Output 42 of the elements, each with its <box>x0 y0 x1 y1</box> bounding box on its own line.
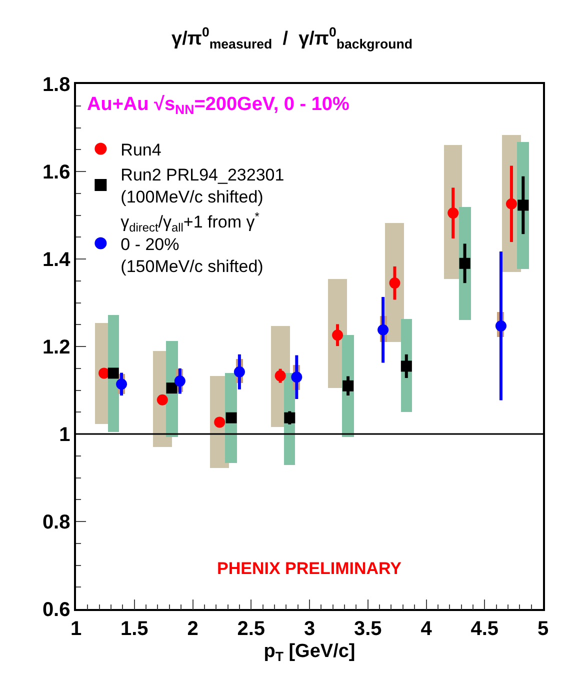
x-tick-label: 4.5 <box>470 618 499 640</box>
point <box>226 412 237 424</box>
x-tick-label: 5 <box>537 618 549 640</box>
point <box>156 394 168 406</box>
point <box>518 200 529 211</box>
x-axis-title: p$_{T}$ [GeV/c] <box>264 641 356 664</box>
y-tick-label: 1.6 <box>42 162 70 184</box>
x-tick-label: 2.5 <box>237 618 266 640</box>
x-tick-label: 2 <box>187 618 198 640</box>
point <box>284 412 296 424</box>
point <box>174 376 186 387</box>
point <box>459 258 470 269</box>
point <box>108 368 119 379</box>
y-tick-label: 1 <box>59 424 70 446</box>
point <box>495 320 506 332</box>
point <box>332 330 344 341</box>
x-tick-label: 1.5 <box>120 618 148 640</box>
point <box>389 278 400 289</box>
x-tick-label: 3 <box>304 618 316 640</box>
y-tick-label: 1.2 <box>42 336 70 358</box>
point <box>274 370 286 382</box>
point <box>400 360 412 372</box>
y-tick-label: 1.4 <box>42 249 72 271</box>
point <box>506 198 517 210</box>
x-tick-label: 4 <box>420 618 433 640</box>
x-tick-label: 3.5 <box>354 618 382 640</box>
point <box>214 416 226 428</box>
annotation: Au+Au √s$_{NN}$=200GeV, 0 - 10% <box>87 94 350 117</box>
point <box>448 208 459 219</box>
legend-label: Run4 <box>120 140 162 160</box>
point <box>342 380 354 392</box>
y-tick-label: 0.8 <box>42 512 70 534</box>
y-tick-label: 1.8 <box>42 74 70 96</box>
annotation: PHENIX PRELIMINARY <box>217 559 402 578</box>
y-tick-label: 0.6 <box>42 599 70 621</box>
text: γ$_{direct}$/γ$_{all}$+1 from γ$^{*}$ 0 - 20% (150MeV/c shifted) <box>120 210 264 276</box>
legend-label: Run2 PRL94_232301 (100MeV/c shifted) <box>120 166 284 207</box>
point <box>378 324 389 336</box>
point <box>116 378 128 390</box>
point <box>234 366 245 378</box>
point <box>291 372 302 383</box>
point <box>166 382 178 394</box>
